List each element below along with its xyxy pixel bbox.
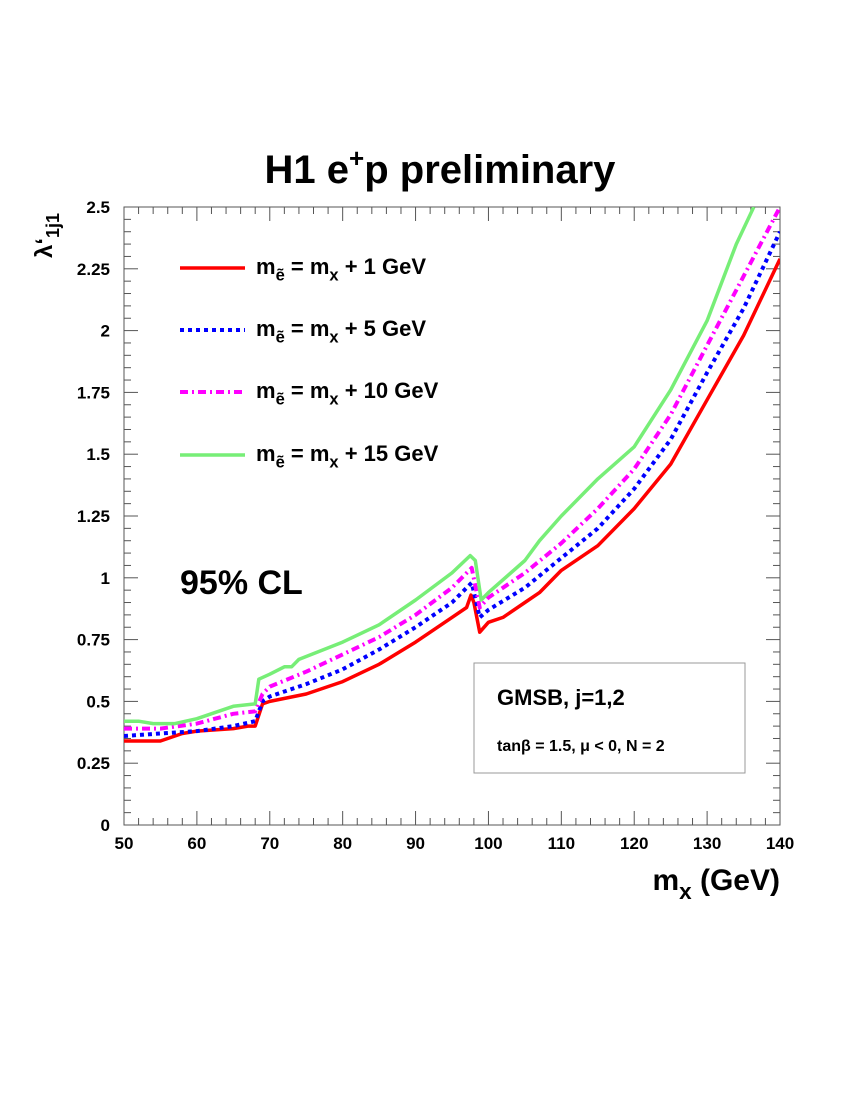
y-tick-label: 1.25 [77, 507, 110, 526]
series-line-4 [124, 207, 756, 726]
x-tick-label: 110 [548, 834, 575, 853]
y-tick-label: 1.75 [77, 383, 110, 402]
y-tick-label: 0.75 [77, 631, 110, 650]
series-line-2 [124, 230, 780, 738]
parameter-box-params: tanβ = 1.5, μ < 0, N = 2 [497, 738, 665, 755]
parameter-box [473, 662, 746, 774]
legend-label: mẽ = mx + 5 GeV [256, 316, 426, 347]
y-tick-label: 0.25 [77, 754, 110, 773]
x-tick-label: 100 [474, 834, 502, 853]
x-tick-label: 120 [620, 834, 648, 853]
x-tick-label: 50 [115, 834, 134, 853]
cl-annotation: 95% CL [180, 564, 303, 602]
x-tick-label: 70 [260, 834, 279, 853]
y-tick-label: 2.5 [86, 198, 110, 217]
legend-label: mẽ = mx + 15 GeV [256, 441, 439, 472]
x-tick-label: 140 [766, 834, 794, 853]
x-axis-label: mx (GeV) [652, 864, 780, 904]
y-tick-label: 1 [101, 569, 110, 588]
legend-label: mẽ = mx + 1 GeV [256, 254, 426, 285]
parameter-box-title: GMSB, j=1,2 [497, 685, 625, 710]
legend-label: mẽ = mx + 10 GeV [256, 378, 439, 409]
y-tick-label: 0 [101, 816, 110, 835]
chart-title: H1 e+p preliminary [265, 143, 617, 192]
y-tick-label: 1.5 [86, 445, 110, 464]
x-tick-label: 80 [333, 834, 352, 853]
series-line-1 [124, 258, 780, 743]
y-tick-label: 2.25 [77, 260, 110, 279]
x-tick-label: 90 [406, 834, 425, 853]
series-line-3 [124, 207, 780, 731]
y-tick-label: 0.5 [86, 692, 110, 711]
y-axis-label: λ‘1j1 [31, 213, 63, 258]
x-tick-label: 130 [693, 834, 721, 853]
x-tick-label: 60 [187, 834, 206, 853]
y-tick-label: 2 [101, 322, 110, 341]
